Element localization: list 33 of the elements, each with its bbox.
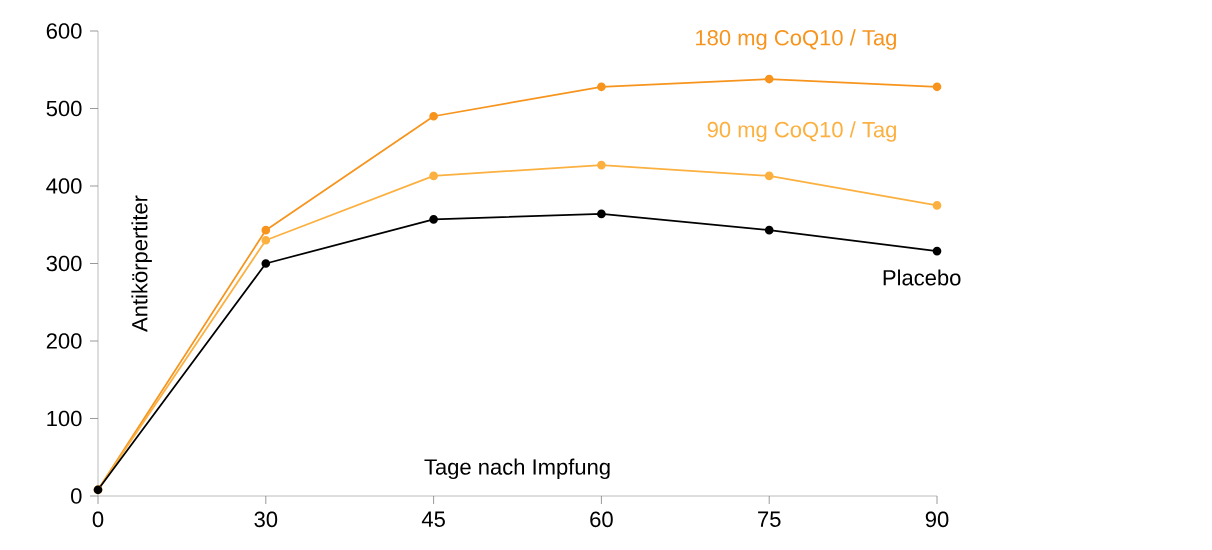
- y-tick-label: 0: [71, 488, 82, 504]
- point: [261, 225, 271, 235]
- y-tick-label: 200: [46, 333, 82, 349]
- y-tick-label: 100: [47, 410, 82, 427]
- point: [261, 235, 271, 245]
- x-tick-label: 45: [421, 511, 445, 527]
- point: [597, 82, 606, 92]
- point: [932, 246, 942, 256]
- x-tick-label: 60: [590, 511, 613, 528]
- y-tick-label: 400: [46, 178, 82, 194]
- point: [764, 74, 774, 84]
- x-tick-label: 90: [925, 511, 949, 528]
- y-tick-label: 600: [46, 23, 82, 39]
- point: [429, 171, 438, 181]
- x-tick-label: 0: [92, 511, 104, 528]
- point: [261, 259, 271, 268]
- point: [764, 171, 774, 181]
- point: [764, 225, 774, 235]
- y-tick-label: 500: [46, 100, 82, 117]
- point: [932, 201, 942, 210]
- x-tick-label: 30: [254, 511, 278, 528]
- y-tick-label: 300: [46, 255, 82, 272]
- x-axis-title: Tage nach Impfung: [424, 458, 610, 480]
- point: [932, 82, 942, 92]
- series-label: Placebo: [883, 269, 961, 286]
- series-label: 90 mg CoQ10 / Tag: [707, 121, 896, 142]
- point: [597, 160, 606, 170]
- series-label: 180 mg CoQ10 / Tag: [696, 29, 896, 50]
- point: [597, 209, 606, 219]
- x-tick-label: 75: [758, 511, 781, 527]
- point: [429, 214, 438, 224]
- y-axis-title: Antikörpertiter: [131, 195, 152, 332]
- point: [429, 111, 438, 121]
